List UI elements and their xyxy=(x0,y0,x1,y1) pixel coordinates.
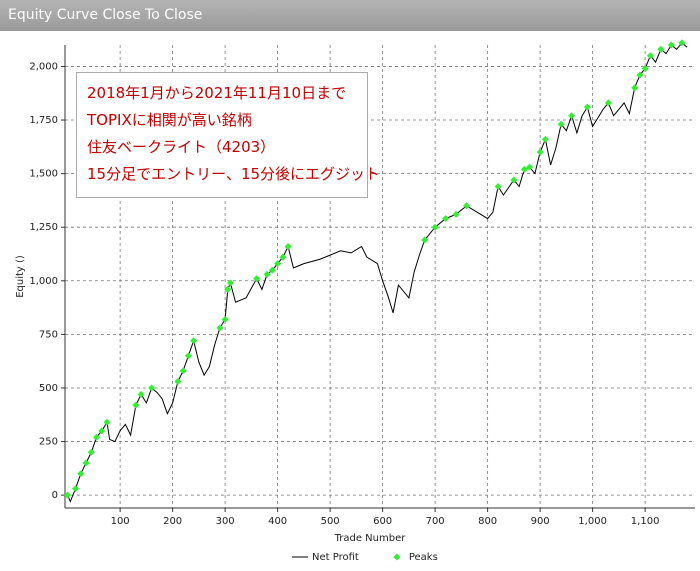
peak-marker xyxy=(179,367,187,375)
y-tick-label: 250 xyxy=(39,437,58,448)
y-tick-label: 0 xyxy=(52,490,58,501)
legend-label: Peaks xyxy=(409,552,438,563)
annotation-line: 2018年1月から2021年11月10日まで xyxy=(87,84,347,102)
peak-marker xyxy=(87,448,95,456)
peak-marker xyxy=(520,165,528,173)
peak-marker xyxy=(268,266,276,274)
y-tick-label: 750 xyxy=(39,329,58,340)
peak-marker xyxy=(132,401,140,409)
peak-marker xyxy=(221,315,229,323)
title-bar: Equity Curve Close To Close xyxy=(0,0,700,31)
y-tick-label: 1,500 xyxy=(29,169,58,180)
peak-marker xyxy=(583,103,591,111)
y-tick-label: 2,000 xyxy=(29,61,58,72)
peak-marker xyxy=(174,378,182,386)
chart-title: Equity Curve Close To Close xyxy=(8,7,203,23)
peak-marker xyxy=(82,459,90,467)
y-axis-label: Equity () xyxy=(15,255,26,298)
peak-marker xyxy=(667,41,675,49)
y-tick-label: 500 xyxy=(39,383,58,394)
peak-marker xyxy=(636,71,644,79)
peak-marker xyxy=(568,112,576,120)
peak-marker xyxy=(463,202,471,210)
annotation-box: 2018年1月から2021年11月10日まで TOPIXに相関が高い銘柄住友ベーク… xyxy=(76,72,381,198)
peak-marker xyxy=(253,275,261,283)
x-tick-label: 200 xyxy=(163,516,182,527)
peak-marker xyxy=(604,99,612,107)
x-tick-label: 800 xyxy=(478,516,497,527)
peak-marker xyxy=(452,210,460,218)
x-tick-label: 1,000 xyxy=(578,516,607,527)
peak-marker xyxy=(148,384,156,392)
peak-marker xyxy=(510,176,518,184)
peak-marker xyxy=(72,485,79,493)
annotation-line: 住友ベークライト（4203） xyxy=(87,138,276,156)
peak-marker xyxy=(494,182,502,190)
peak-marker xyxy=(631,84,639,92)
peak-marker xyxy=(103,418,111,426)
peak-marker xyxy=(431,223,439,231)
peak-marker xyxy=(536,148,544,156)
x-tick-label: 400 xyxy=(268,516,287,527)
peak-marker xyxy=(263,270,271,278)
peak-marker xyxy=(190,337,198,345)
peak-marker xyxy=(226,279,234,287)
peak-marker xyxy=(93,433,100,441)
peak-marker xyxy=(641,65,649,73)
annotation-line: TOPIXに相関が高い銘柄 xyxy=(87,111,252,129)
peak-marker xyxy=(137,390,145,398)
peak-marker xyxy=(284,242,292,250)
y-tick-label: 1,000 xyxy=(29,276,58,287)
peak-marker xyxy=(421,236,429,244)
y-tick-label: 1,750 xyxy=(29,115,58,126)
annotation-line: 15分足でエントリー、15分後にエグジット xyxy=(87,165,381,183)
peak-marker xyxy=(77,470,85,478)
y-tick-label: 1,250 xyxy=(29,222,58,233)
peak-marker xyxy=(541,135,549,143)
peak-marker xyxy=(216,324,224,332)
peak-marker xyxy=(279,253,287,261)
x-tick-label: 700 xyxy=(426,516,445,527)
peak-marker xyxy=(64,491,72,499)
peak-marker xyxy=(184,352,192,360)
peak-marker xyxy=(646,52,654,60)
x-tick-label: 300 xyxy=(216,516,235,527)
peak-marker xyxy=(557,120,565,128)
peak-marker xyxy=(224,285,232,293)
peak-marker xyxy=(98,427,106,435)
peak-marker xyxy=(274,260,282,268)
peak-marker xyxy=(678,39,686,47)
peak-marker xyxy=(526,163,534,171)
x-tick-label: 900 xyxy=(531,516,550,527)
x-tick-label: 1,100 xyxy=(631,516,660,527)
x-axis-label: Trade Number xyxy=(334,533,407,544)
x-tick-label: 500 xyxy=(321,516,340,527)
x-tick-label: 600 xyxy=(373,516,392,527)
peak-marker xyxy=(657,45,665,53)
legend-marker xyxy=(393,553,401,561)
x-tick-label: 100 xyxy=(111,516,130,527)
peak-marker xyxy=(442,215,450,223)
legend-label: Net Profit xyxy=(312,552,359,563)
